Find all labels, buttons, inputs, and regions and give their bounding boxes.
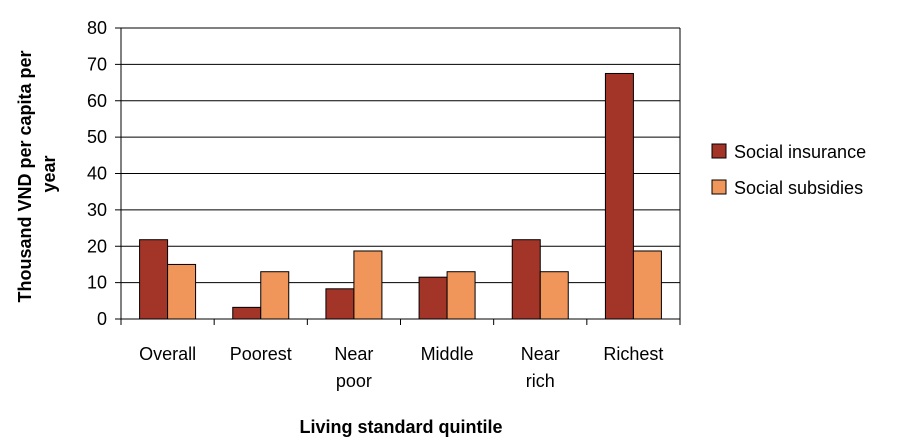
bar-social-insurance bbox=[232, 306, 262, 320]
x-category-label: Near poor bbox=[334, 344, 373, 391]
bar-social-insurance bbox=[511, 239, 541, 320]
y-tick-label: 30 bbox=[87, 200, 107, 220]
y-tick-label: 80 bbox=[87, 18, 107, 38]
x-category-label: Poorest bbox=[230, 344, 292, 364]
bar-social-insurance bbox=[325, 288, 355, 320]
bar-social-subsidies bbox=[260, 271, 290, 320]
x-category-label: Near rich bbox=[521, 344, 560, 391]
legend: Social insurance Social subsidies bbox=[711, 142, 866, 198]
gridlines bbox=[121, 27, 680, 284]
x-category-label: Overall bbox=[139, 344, 196, 364]
y-tick-label: 40 bbox=[87, 164, 107, 184]
bars bbox=[139, 72, 662, 320]
x-category-labels: Overall Poorest Near poor Middle Near rich Rich… bbox=[139, 344, 663, 391]
x-category-label: Middle bbox=[421, 344, 474, 364]
x-category-label: Richest bbox=[603, 344, 663, 364]
y-tick-label: 10 bbox=[87, 273, 107, 293]
bar-social-subsidies bbox=[353, 250, 383, 320]
legend-label-social-insurance: Social insurance bbox=[734, 142, 866, 162]
x-category-label-line: Near bbox=[521, 344, 560, 364]
x-category-label-line: Richest bbox=[603, 344, 663, 364]
y-tick-label: 50 bbox=[87, 127, 107, 147]
y-tick-label: 0 bbox=[97, 309, 107, 329]
legend-swatch-social-subsidies bbox=[711, 179, 727, 195]
axes bbox=[115, 27, 681, 325]
bar-social-subsidies bbox=[167, 263, 197, 320]
legend-swatch-social-insurance bbox=[711, 143, 727, 159]
bar-social-insurance bbox=[139, 239, 169, 320]
bar-social-subsidies bbox=[632, 250, 662, 320]
x-category-label-line: Overall bbox=[139, 344, 196, 364]
y-axis-title-line-2: year bbox=[39, 155, 59, 192]
y-axis-title-line-1: Thousand VND per capita per bbox=[15, 50, 35, 302]
x-axis-title: Living standard quintile bbox=[299, 417, 502, 437]
x-category-label-line: poor bbox=[336, 371, 372, 391]
y-tick-label: 60 bbox=[87, 91, 107, 111]
x-category-label-line: Middle bbox=[421, 344, 474, 364]
y-tick-label: 70 bbox=[87, 54, 107, 74]
x-category-label-line: Poorest bbox=[230, 344, 292, 364]
legend-label-social-subsidies: Social subsidies bbox=[734, 178, 863, 198]
x-category-label-line: Near bbox=[334, 344, 373, 364]
bar-social-insurance bbox=[418, 276, 448, 320]
bar-social-subsidies bbox=[446, 271, 476, 320]
bar-social-insurance bbox=[604, 72, 634, 320]
y-tick-labels: 0 10 20 30 40 50 60 70 80 bbox=[87, 18, 107, 329]
bar-social-subsidies bbox=[539, 271, 569, 320]
x-category-label-line: rich bbox=[526, 371, 555, 391]
y-axis-title: Thousand VND per capita per year bbox=[15, 45, 59, 302]
y-tick-label: 20 bbox=[87, 236, 107, 256]
